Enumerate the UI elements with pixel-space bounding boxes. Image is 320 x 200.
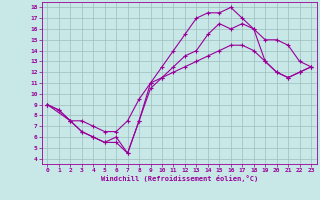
X-axis label: Windchill (Refroidissement éolien,°C): Windchill (Refroidissement éolien,°C) (100, 175, 258, 182)
